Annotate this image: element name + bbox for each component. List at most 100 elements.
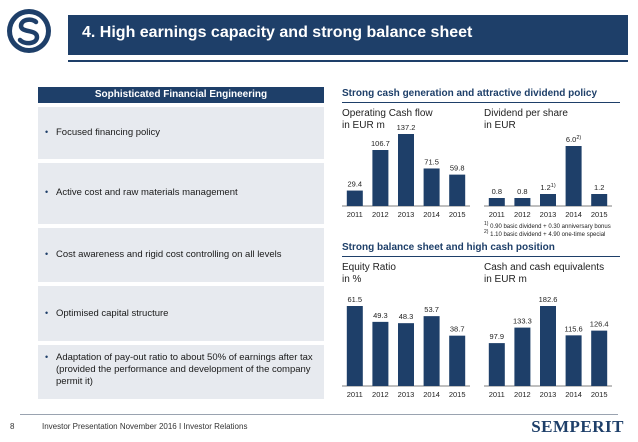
chart-unit: in EUR m (484, 274, 527, 285)
bar (423, 168, 440, 206)
bar (488, 343, 505, 386)
footnote-marker: 2) (484, 229, 489, 235)
bar (591, 194, 608, 206)
x-tick-label: 2011 (489, 210, 505, 219)
x-tick-label: 2012 (514, 390, 531, 399)
footer-text: Investor Presentation November 2016 I In… (42, 422, 248, 431)
data-label: 137.2 (397, 123, 416, 132)
chart-title: Operating Cash flow (342, 108, 433, 119)
data-label: 59.8 (450, 164, 465, 173)
bullet-text: Focused financing policy (56, 127, 161, 138)
header: 4. High earnings capacity and strong bal… (0, 0, 638, 72)
semperit-logo-icon (7, 9, 51, 53)
bar (540, 194, 556, 206)
section-divider (342, 102, 620, 103)
chart-title: Cash and cash equivalents (484, 262, 605, 273)
x-tick-label: 2012 (372, 210, 389, 219)
x-tick-label: 2014 (423, 210, 440, 219)
data-label: 38.7 (450, 325, 465, 334)
label-footnote-marker: 2) (576, 135, 581, 141)
bullet-icon: • (45, 187, 49, 197)
footnote-marker: 1) (484, 221, 489, 227)
bar (514, 198, 531, 206)
x-tick-label: 2014 (565, 210, 582, 219)
x-tick-label: 2013 (398, 390, 415, 399)
dividend-per-share-chart: 0.8 2011 0.8 2012 1.21) 2013 6.02) 2014 1.2 2015 (484, 135, 612, 219)
x-tick-label: 2012 (514, 210, 531, 219)
bullet-box: • Optimised capital structure (38, 286, 324, 341)
data-label: 71.5 (424, 157, 439, 166)
x-tick-label: 2015 (449, 390, 466, 399)
x-tick-label: 2011 (347, 390, 363, 399)
data-label: 0.8 (492, 187, 502, 196)
chart-unit: in EUR (484, 120, 516, 131)
bar (346, 306, 363, 386)
bullet-box: • Cost awareness and rigid cost controll… (38, 228, 324, 282)
chart-title: Equity Ratio (342, 262, 396, 273)
section-divider (342, 256, 620, 257)
data-label: 126.4 (590, 320, 609, 329)
bar (423, 316, 440, 386)
bullet-box: • Active cost and raw materials manageme… (38, 163, 324, 224)
bar (591, 330, 608, 386)
x-tick-label: 2011 (489, 390, 505, 399)
x-tick-label: 2011 (347, 210, 363, 219)
bar (449, 174, 466, 206)
chart-title: Dividend per share (484, 108, 568, 119)
page-title: 4. High earnings capacity and strong bal… (82, 24, 473, 41)
bar (540, 306, 556, 386)
x-tick-label: 2014 (565, 390, 582, 399)
bullet-text: Optimised capital structure (56, 308, 169, 319)
bar (488, 198, 505, 206)
chart-unit: in % (342, 274, 362, 285)
bullet-icon: • (45, 127, 49, 137)
bullet-text: Cost awareness and rigid cost controllin… (56, 249, 282, 260)
data-label: 61.5 (347, 295, 362, 304)
left-panel-heading: Sophisticated Financial Engineering (38, 87, 324, 103)
footnote-text: 1.10 basic dividend + 4.90 one-time spec… (490, 232, 606, 238)
data-label: 106.7 (371, 139, 390, 148)
chart-title-dps: Dividend per share in EUR (484, 108, 568, 132)
title-divider (68, 60, 628, 62)
bar (565, 335, 582, 386)
bar (514, 327, 531, 386)
bullet-text: Active cost and raw materials management (56, 187, 238, 198)
data-label: 6.02) (566, 135, 581, 144)
bar (398, 134, 414, 206)
footnote-1: 1) 0.90 basic dividend + 0.30 anniversar… (484, 221, 611, 230)
section-heading-cash: Strong cash generation and attractive di… (342, 88, 598, 99)
bullet-box: • Adaptation of pay-out ratio to about 5… (38, 345, 324, 399)
footnote-2: 2) 1.10 basic dividend + 4.90 one-time s… (484, 229, 605, 238)
data-label: 97.9 (489, 332, 504, 341)
bar (565, 146, 582, 206)
x-tick-label: 2013 (398, 210, 415, 219)
data-label: 182.6 (539, 295, 558, 304)
data-label: 49.3 (373, 311, 388, 320)
data-label: 48.3 (399, 312, 414, 321)
bar (372, 150, 389, 206)
chart-title-cash: Cash and cash equivalents in EUR m (484, 262, 604, 286)
data-label: 53.7 (424, 305, 439, 314)
bar (346, 190, 363, 206)
data-label: 115.6 (564, 324, 582, 333)
bullet-icon: • (45, 352, 49, 362)
footer-divider (20, 414, 618, 415)
data-label: 1.2 (594, 183, 604, 192)
x-tick-label: 2013 (540, 390, 557, 399)
data-label: 1.21) (540, 183, 555, 192)
bar (398, 323, 414, 386)
bullet-text: Adaptation of pay-out ratio to about 50%… (56, 352, 313, 387)
bullet-icon: • (45, 308, 49, 318)
x-tick-label: 2012 (372, 390, 389, 399)
data-label: 133.3 (513, 317, 532, 326)
x-tick-label: 2014 (423, 390, 440, 399)
chart-unit: in EUR m (342, 120, 385, 131)
data-label: 0.8 (517, 187, 527, 196)
bar (372, 321, 389, 386)
cash-equivalents-chart: 97.9 2011 133.3 2012 182.6 2013 115.6 2014 126.4… (484, 295, 612, 399)
title-bar: 4. High earnings capacity and strong bal… (68, 15, 628, 55)
label-footnote-marker: 1) (551, 183, 556, 189)
x-tick-label: 2015 (591, 210, 608, 219)
x-tick-label: 2015 (591, 390, 608, 399)
chart-title-equity: Equity Ratio in % (342, 262, 396, 286)
